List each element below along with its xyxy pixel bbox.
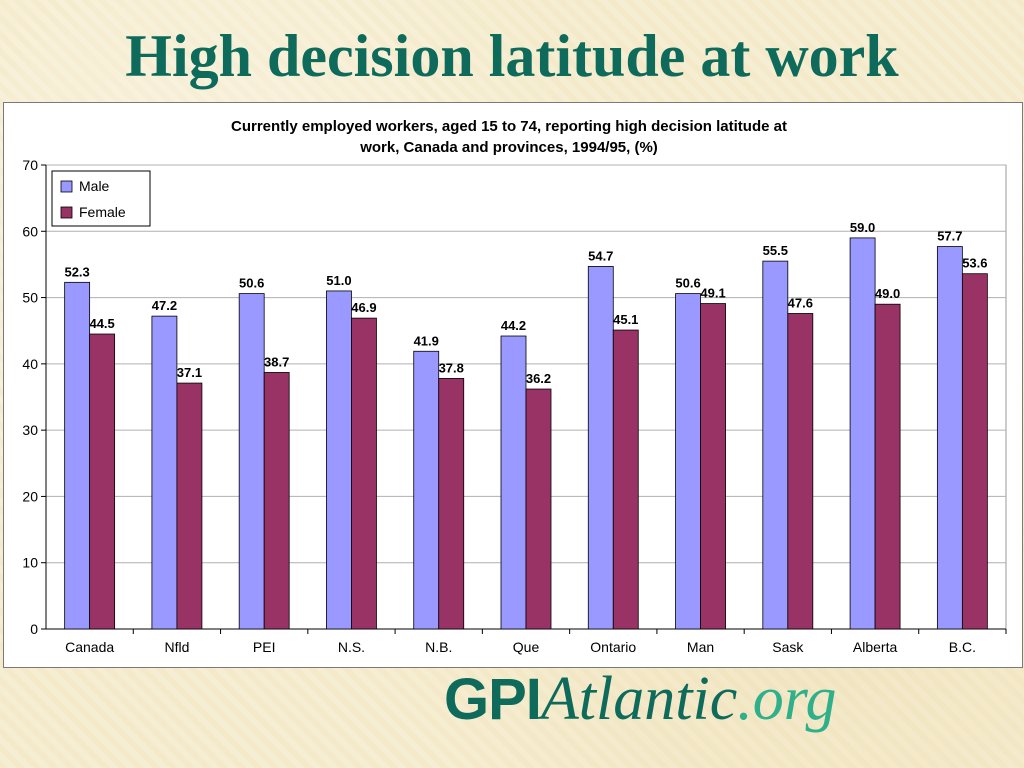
male-bar [762,260,789,630]
logo-atlantic-text: Atlantic [540,665,738,733]
male-value-label: 47.2 [152,298,177,313]
chart-title-line: work, Canada and provinces, 1994/95, (%) [359,139,658,156]
y-tick-label: 60 [22,223,38,239]
chart-panel: 0 10 20 30 40 50 60 70 52.3 44.5 Canada 47.2 37.1 Nfl… [3,102,1023,668]
gpi-atlantic-logo: GPIAtlantic.org [444,664,837,744]
male-bar [500,335,527,630]
female-bar [89,333,116,630]
category-label: Sask [772,639,804,655]
category-label: Que [513,639,540,655]
bar-chart: 0 10 20 30 40 50 60 70 52.3 44.5 Canada 47.2 37.1 Nfl… [22,118,1007,655]
female-value-label: 47.6 [788,295,813,310]
female-legend-label: Female [79,204,126,220]
legend-box [51,170,151,227]
logo-gpi-text: GPI [444,667,542,732]
y-tick-label: 10 [22,555,38,571]
female-value-label: 37.1 [177,365,202,380]
y-tick-label: 30 [22,422,38,438]
female-bar [612,329,639,630]
male-value-label: 59.0 [850,220,875,235]
category-label: Man [687,639,714,655]
male-value-label: 41.9 [414,333,439,348]
male-bar [849,237,876,630]
female-value-label: 36.2 [526,371,551,386]
male-value-label: 55.5 [763,243,788,258]
male-value-label: 51.0 [326,273,351,288]
male-bar [238,293,265,630]
female-value-label: 49.0 [875,286,900,301]
male-bar [326,290,352,630]
female-bar [874,303,901,630]
female-bar [351,317,377,630]
male-legend-swatch [60,180,73,193]
female-bar [263,372,290,630]
male-value-label: 57.7 [937,229,962,244]
category-label: Nfld [164,639,189,655]
female-bar [787,313,814,630]
slide-title: High decision latitude at work [125,23,899,89]
male-value-label: 50.6 [675,276,700,291]
female-value-label: 46.9 [351,300,376,315]
male-bar [587,266,614,630]
female-value-label: 37.8 [439,360,464,375]
female-legend-swatch [60,206,73,219]
female-value-label: 49.1 [700,286,725,301]
male-bar [413,350,440,630]
y-tick-label: 50 [22,290,38,306]
category-label: Canada [65,639,114,655]
category-label: N.S. [338,639,365,655]
y-tick-label: 20 [22,488,38,504]
category-label: PEI [253,639,276,655]
male-bar [64,281,91,630]
chart-title-line: Currently employed workers, aged 15 to 7… [231,118,787,135]
female-bar [700,303,726,630]
female-bar [961,273,988,630]
y-tick-label: 40 [22,356,38,372]
female-value-label: 53.6 [962,256,987,271]
female-bar [438,378,465,630]
female-value-label: 38.7 [264,354,289,369]
category-label: Ontario [590,639,636,655]
female-bar [525,388,552,630]
category-label: N.B. [425,639,452,655]
category-label: Alberta [853,639,898,655]
male-bar [675,293,701,630]
category-label: B.C. [949,639,976,655]
y-tick-label: 70 [22,157,38,173]
female-value-label: 45.1 [613,312,638,327]
male-legend-label: Male [79,178,110,194]
male-bar [936,246,963,630]
male-value-label: 44.2 [501,318,526,333]
male-value-label: 52.3 [64,264,89,279]
male-value-label: 50.6 [239,276,264,291]
logo-org-text: .org [737,665,837,733]
female-value-label: 44.5 [89,316,114,331]
female-bar [176,382,203,630]
y-tick-label: 0 [30,621,38,637]
male-bar [151,315,178,630]
male-value-label: 54.7 [588,248,613,263]
